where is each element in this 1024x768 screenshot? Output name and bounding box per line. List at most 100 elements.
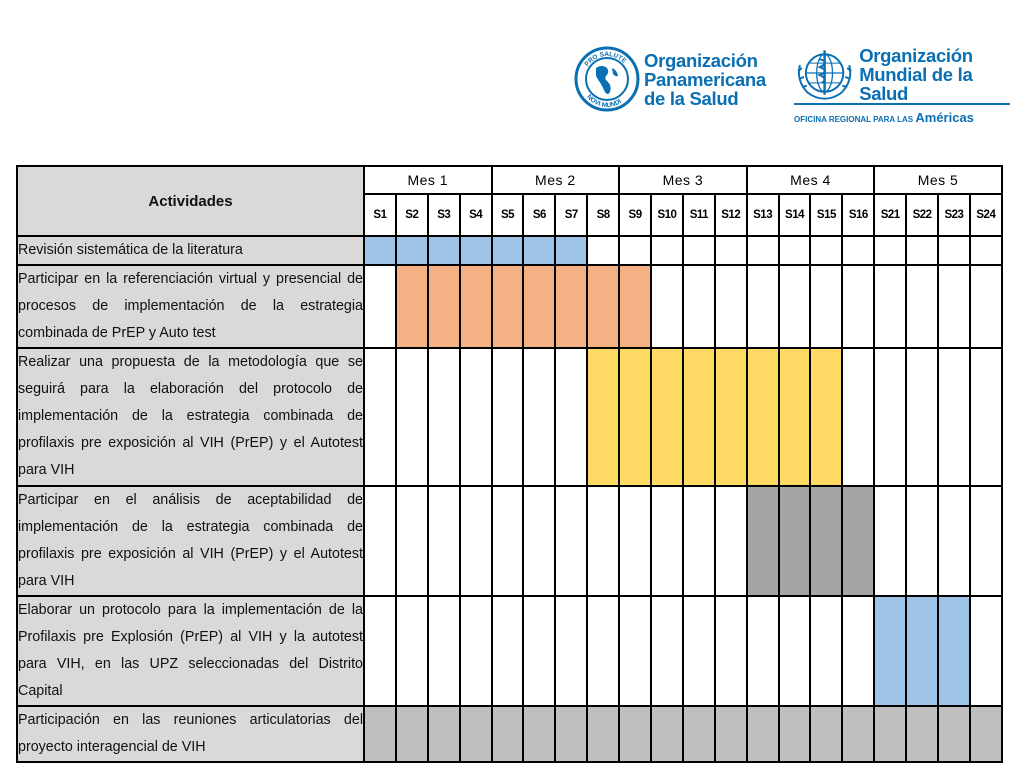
schedule-cell <box>363 485 397 597</box>
who-regional-prefix: OFICINA REGIONAL PARA LAS <box>794 115 914 124</box>
week-header: S11 <box>681 193 716 237</box>
month-header: Mes 5 <box>873 165 1003 195</box>
schedule-cell-active <box>458 705 493 763</box>
week-header: S3 <box>426 193 461 237</box>
schedule-cell-active <box>650 347 684 487</box>
schedule-cell <box>554 347 589 487</box>
schedule-cell-active <box>873 595 908 707</box>
month-header: Mes 3 <box>618 165 748 195</box>
schedule-cell-active <box>618 705 653 763</box>
schedule-cell <box>809 264 844 349</box>
who-name-line2: Mundial de la Salud <box>859 64 973 104</box>
schedule-cell <box>841 264 876 349</box>
week-header: S12 <box>713 193 748 237</box>
schedule-cell <box>713 595 748 707</box>
activity-label: Participación en las reuniones articulat… <box>16 705 365 763</box>
schedule-cell <box>809 235 844 266</box>
schedule-cell <box>968 264 1003 349</box>
schedule-cell-active <box>458 264 493 349</box>
week-header: S24 <box>968 193 1003 237</box>
schedule-cell <box>522 347 557 487</box>
schedule-cell-active <box>745 347 780 487</box>
schedule-cell <box>841 347 876 487</box>
schedule-cell <box>522 485 557 597</box>
schedule-cell <box>777 235 812 266</box>
schedule-cell <box>586 485 621 597</box>
schedule-cell <box>394 595 429 707</box>
schedule-cell <box>363 347 397 487</box>
schedule-cell-active <box>458 235 493 266</box>
schedule-cell <box>745 595 780 707</box>
paho-emblem-icon: PRO SALUTE NOVI MUNDI <box>574 46 640 112</box>
schedule-cell-active <box>426 235 461 266</box>
schedule-cell-active <box>554 235 589 266</box>
schedule-cell <box>968 595 1003 707</box>
schedule-cell <box>713 485 748 597</box>
schedule-cell-active <box>394 705 429 763</box>
schedule-cell <box>554 595 589 707</box>
month-header: Mes 4 <box>745 165 876 195</box>
schedule-cell <box>681 264 716 349</box>
schedule-cell-active <box>713 705 748 763</box>
schedule-cell <box>937 347 971 487</box>
schedule-cell <box>968 485 1003 597</box>
schedule-cell <box>554 485 589 597</box>
schedule-cell <box>713 264 748 349</box>
activity-label: Participar en la referenciación virtual … <box>16 264 365 349</box>
schedule-cell <box>426 347 461 487</box>
week-header-row: S1 S2 S3 S4 S5 S6 S7 S8 S9 S10 S11 S12 S13 S14 S15 S16 S… <box>17 193 1003 237</box>
activity-label: Realizar una propuesta de la metodología… <box>16 347 365 487</box>
activity-row: Participar en el análisis de aceptabilid… <box>16 485 1003 597</box>
schedule-cell <box>650 595 684 707</box>
activity-row: Participar en la referenciación virtual … <box>16 264 1003 349</box>
month-header: Mes 2 <box>490 165 621 195</box>
schedule-cell <box>490 485 525 597</box>
schedule-cell <box>586 595 621 707</box>
month-header: Mes 1 <box>363 165 493 195</box>
week-header: S2 <box>394 193 429 237</box>
schedule-cell <box>777 595 812 707</box>
week-header: S15 <box>809 193 844 237</box>
schedule-cell-active <box>554 264 589 349</box>
who-logo: Organización Mundial de la Salud OFICINA… <box>794 46 1024 125</box>
schedule-cell <box>394 485 429 597</box>
schedule-cell <box>490 595 525 707</box>
activity-label: Participar en el análisis de aceptabilid… <box>16 485 365 597</box>
schedule-cell-active <box>650 705 684 763</box>
schedule-cell-active <box>841 705 876 763</box>
schedule-cell-active <box>522 705 557 763</box>
schedule-cell <box>426 485 461 597</box>
activity-row: Elaborar un protocolo para la implementa… <box>16 595 1003 707</box>
schedule-cell <box>937 264 971 349</box>
week-header: S4 <box>458 193 493 237</box>
week-header: S8 <box>586 193 621 237</box>
schedule-cell <box>873 264 908 349</box>
schedule-cell <box>522 595 557 707</box>
schedule-cell <box>873 347 908 487</box>
schedule-cell-active <box>905 705 940 763</box>
schedule-cell <box>458 347 493 487</box>
activity-row: Realizar una propuesta de la metodología… <box>16 347 1003 487</box>
schedule-cell <box>777 264 812 349</box>
schedule-cell-active <box>586 347 621 487</box>
schedule-cell <box>586 235 621 266</box>
who-divider <box>794 103 1010 105</box>
paho-name-line2: Panamericana <box>644 68 766 90</box>
schedule-cell <box>841 235 876 266</box>
schedule-cell <box>650 485 684 597</box>
week-header: S1 <box>363 193 397 237</box>
schedule-cell <box>905 485 940 597</box>
week-header: S22 <box>905 193 940 237</box>
schedule-cell-active <box>681 347 716 487</box>
who-regional-name: Américas <box>915 110 974 125</box>
schedule-cell <box>968 347 1003 487</box>
schedule-cell <box>968 235 1003 266</box>
activity-label: Elaborar un protocolo para la implementa… <box>16 595 365 707</box>
schedule-cell-active <box>426 264 461 349</box>
schedule-cell <box>681 595 716 707</box>
schedule-cell <box>841 595 876 707</box>
week-header: S5 <box>490 193 525 237</box>
week-header: S23 <box>937 193 971 237</box>
schedule-cell-active <box>745 705 780 763</box>
schedule-cell-active <box>490 235 525 266</box>
